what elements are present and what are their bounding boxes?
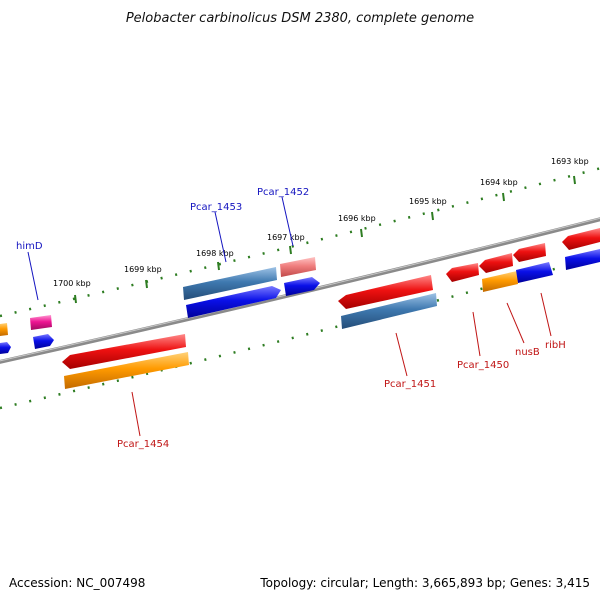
gene-Pcar_1453-steel[interactable] xyxy=(183,267,277,300)
major-tick xyxy=(289,245,292,255)
gene-labels: himD Pcar_1453 Pcar_1452 Pcar_1454 Pcar_… xyxy=(16,187,566,450)
gene-himD[interactable] xyxy=(30,315,52,330)
gene-label-Pcar_1450[interactable]: Pcar_1450 xyxy=(457,360,509,371)
gene-right-blue[interactable] xyxy=(565,249,600,270)
kbp-label: 1697 kbp xyxy=(267,233,305,242)
gene-Pcar_1452-pink[interactable] xyxy=(280,257,316,277)
gene-Pcar_1451-steel[interactable] xyxy=(341,293,437,329)
kbp-label: 1695 kbp xyxy=(409,197,447,206)
gene-Pcar_1452-blue[interactable] xyxy=(284,277,320,296)
leader-Pcar_1454 xyxy=(131,391,141,437)
leader-Pcar_1450 xyxy=(472,311,481,357)
gene-label-himD[interactable]: himD xyxy=(16,241,43,252)
leader-Pcar_1451 xyxy=(395,332,408,377)
major-tick xyxy=(74,294,77,304)
major-ticks xyxy=(74,175,576,304)
map-title: Pelobacter carbinolicus DSM 2380, comple… xyxy=(126,11,474,26)
accession-text: Accession: NC_007498 xyxy=(9,576,145,590)
leader-Pcar_1452 xyxy=(281,196,294,247)
gene-Pcar_1454-red[interactable] xyxy=(62,334,186,369)
topology-text: Topology: circular; Length: 3,665,893 bp… xyxy=(259,576,590,590)
leader-Pcar_1453 xyxy=(214,211,227,263)
kbp-label: 1693 kbp xyxy=(551,157,589,166)
gene-label-ribH[interactable]: ribH xyxy=(545,340,566,351)
gene-Pcar_1453-blue[interactable] xyxy=(186,286,281,318)
gene-label-Pcar_1454[interactable]: Pcar_1454 xyxy=(117,439,169,450)
gene-left-blue-1[interactable] xyxy=(0,342,11,354)
gene-right-red[interactable] xyxy=(562,228,600,250)
gene-ribH-blue[interactable] xyxy=(516,262,553,283)
major-tick xyxy=(217,261,220,271)
gene-nusB-orange[interactable] xyxy=(482,271,518,292)
major-tick xyxy=(573,175,576,185)
gene-Pcar_1454-orange[interactable] xyxy=(64,352,189,389)
gene-Pcar_1450-red[interactable] xyxy=(446,263,479,282)
gene-label-Pcar_1453[interactable]: Pcar_1453 xyxy=(190,202,242,213)
gene-nusB-red[interactable] xyxy=(479,253,513,273)
leader-ribH xyxy=(540,292,552,337)
major-tick xyxy=(360,228,363,238)
gene-left-orange[interactable] xyxy=(0,323,8,336)
major-tick xyxy=(502,192,505,202)
gene-label-Pcar_1451[interactable]: Pcar_1451 xyxy=(384,379,436,390)
leader-lines xyxy=(27,196,552,437)
kbp-label: 1700 kbp xyxy=(53,279,91,288)
gene-left-blue-2[interactable] xyxy=(33,334,54,349)
kbp-label: 1699 kbp xyxy=(124,265,162,274)
gene-tracks xyxy=(0,228,600,389)
major-tick xyxy=(431,211,434,221)
kbp-label: 1696 kbp xyxy=(338,214,376,223)
gene-label-Pcar_1452[interactable]: Pcar_1452 xyxy=(257,187,309,198)
gene-ribH-red[interactable] xyxy=(513,243,546,262)
gene-label-nusB[interactable]: nusB xyxy=(515,347,540,358)
gene-Pcar_1451-red[interactable] xyxy=(338,275,433,309)
kbp-label: 1694 kbp xyxy=(480,178,518,187)
leader-nusB xyxy=(506,302,525,344)
kbp-labels: 1693 kbp 1694 kbp 1695 kbp 1696 kbp 1697… xyxy=(53,157,589,288)
leader-himD xyxy=(27,251,39,301)
kbp-label: 1698 kbp xyxy=(196,249,234,258)
major-tick xyxy=(145,279,148,289)
